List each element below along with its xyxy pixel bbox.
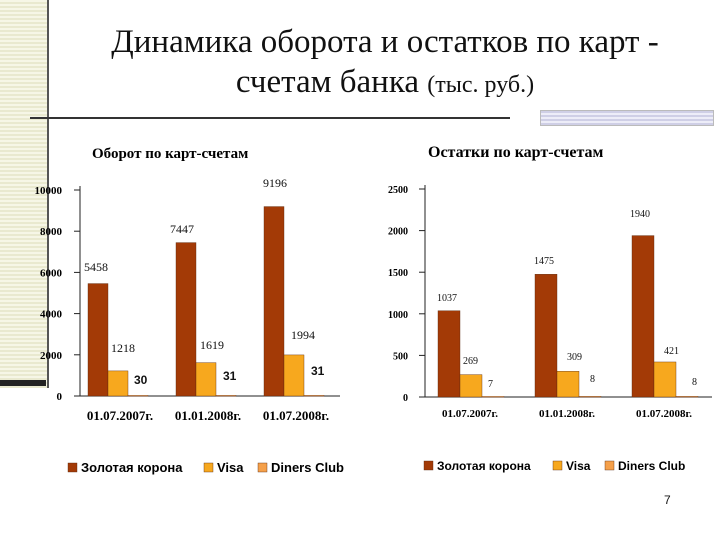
turnover-bar-zolotaya_korona (87, 283, 109, 397)
turnover-y-tick-label: 6000 (40, 267, 63, 279)
turnover-data-label: 1619 (200, 338, 224, 352)
slide-title-line2-main: счетам банка (235, 64, 420, 100)
balances-y-tick-label: 1000 (388, 310, 408, 321)
turnover-bar-visa (107, 370, 129, 397)
turnover-bar-visa (195, 362, 217, 397)
balances-legend-label-zolotaya_korona: Золотая корона (437, 459, 531, 473)
balances-data-label: 8 (692, 377, 697, 388)
title-divider (30, 117, 510, 119)
turnover-bar-diners_club (127, 395, 149, 397)
turnover-y-tick-label: 0 (57, 391, 63, 403)
balances-legend-swatch-zolotaya_korona (423, 460, 434, 471)
decorative-title-stripe (540, 110, 714, 126)
balances-data-label: 421 (664, 346, 679, 357)
balances-bar-diners_club (675, 396, 699, 398)
decorative-left-stripe (0, 0, 48, 388)
balances-legend-label-diners_club: Diners Club (618, 459, 685, 473)
balances-bar-visa (653, 361, 677, 398)
turnover-data-label: 9196 (263, 176, 287, 190)
slide-title-line1: Динамика оборота и остатков по карт - (111, 24, 659, 60)
balances-y-tick-label: 2000 (388, 227, 408, 238)
balances-chart-title: Остатки по карт-счетам (428, 144, 604, 161)
balances-y-tick-label: 0 (403, 393, 408, 404)
balances-bar-visa (459, 374, 483, 398)
balances-y-tick-label: 1500 (388, 268, 408, 279)
decorative-left-line (47, 0, 49, 388)
turnover-chart-title: Оборот по карт-счетам (92, 146, 248, 162)
balances-bar-zolotaya_korona (534, 274, 558, 398)
turnover-chart: Оборот по карт-счетам 0 2000 4000 6000 8000 10… (35, 146, 345, 475)
turnover-data-label: 30 (134, 373, 148, 387)
turnover-data-label: 1994 (291, 328, 315, 342)
balances-data-label: 1940 (630, 209, 650, 220)
balances-bar-zolotaya_korona (631, 235, 655, 398)
balances-bar-visa (556, 371, 580, 398)
turnover-legend-label-visa: Visa (217, 460, 244, 475)
balances-data-label: 1475 (534, 256, 554, 267)
turnover-x-tick-label: 01.07.2008г. (263, 408, 329, 423)
balances-legend-label-visa: Visa (566, 459, 591, 473)
balances-data-label: 309 (567, 352, 582, 363)
slide-title-unit: (тыс. руб.) (427, 72, 535, 98)
turnover-data-label: 7447 (170, 222, 194, 236)
balances-x-tick-label: 01.07.2007г. (442, 408, 498, 420)
balances-bar-diners_club (481, 396, 505, 398)
turnover-data-label: 1218 (111, 341, 135, 355)
balances-bar-zolotaya_korona (437, 310, 461, 398)
balances-y-tick-label: 500 (393, 351, 408, 362)
balances-legend-swatch-visa (552, 460, 563, 471)
page-number: 7 (664, 493, 671, 507)
turnover-bar-zolotaya_korona (175, 242, 197, 397)
turnover-data-label: 5458 (84, 260, 108, 274)
turnover-x-tick-label: 01.07.2007г. (87, 408, 153, 423)
turnover-bar-zolotaya_korona (263, 206, 285, 397)
balances-x-tick-label: 01.07.2008г. (636, 408, 692, 420)
balances-data-label: 269 (463, 356, 478, 367)
turnover-bar-visa (283, 354, 305, 397)
balances-data-label: 7 (488, 379, 493, 390)
turnover-legend-swatch-visa (203, 462, 214, 473)
turnover-legend-swatch-zolotaya_korona (67, 462, 78, 473)
turnover-y-tick-label: 10000 (35, 185, 63, 197)
turnover-legend-swatch-diners_club (257, 462, 268, 473)
turnover-bar-diners_club (303, 395, 325, 397)
slide-title-line2: счетам банка (тыс. руб.) (60, 62, 710, 105)
slide-title: Динамика оборота и остатков по карт - сч… (60, 22, 710, 105)
balances-bar-diners_club (578, 396, 602, 398)
balances-legend-swatch-diners_club (604, 460, 615, 471)
balances-x-tick-label: 01.01.2008г. (539, 408, 595, 420)
turnover-legend-label-diners_club: Diners Club (271, 460, 344, 475)
balances-chart: Остатки по карт-счетам 0 500 1000 1500 2000 25… (388, 144, 712, 473)
turnover-x-tick-label: 01.01.2008г. (175, 408, 241, 423)
balances-data-label: 8 (590, 374, 595, 385)
balances-y-tick-label: 2500 (388, 185, 408, 196)
turnover-y-tick-label: 2000 (40, 350, 63, 362)
turnover-legend-label-zolotaya_korona: Золотая корона (81, 460, 183, 475)
turnover-y-tick-label: 8000 (40, 226, 63, 238)
turnover-data-label: 31 (311, 364, 325, 378)
turnover-data-label: 31 (223, 369, 237, 383)
turnover-y-tick-label: 4000 (40, 309, 63, 321)
turnover-bar-diners_club (215, 395, 237, 397)
balances-data-label: 1037 (437, 293, 457, 304)
decorative-left-bar (0, 380, 46, 386)
